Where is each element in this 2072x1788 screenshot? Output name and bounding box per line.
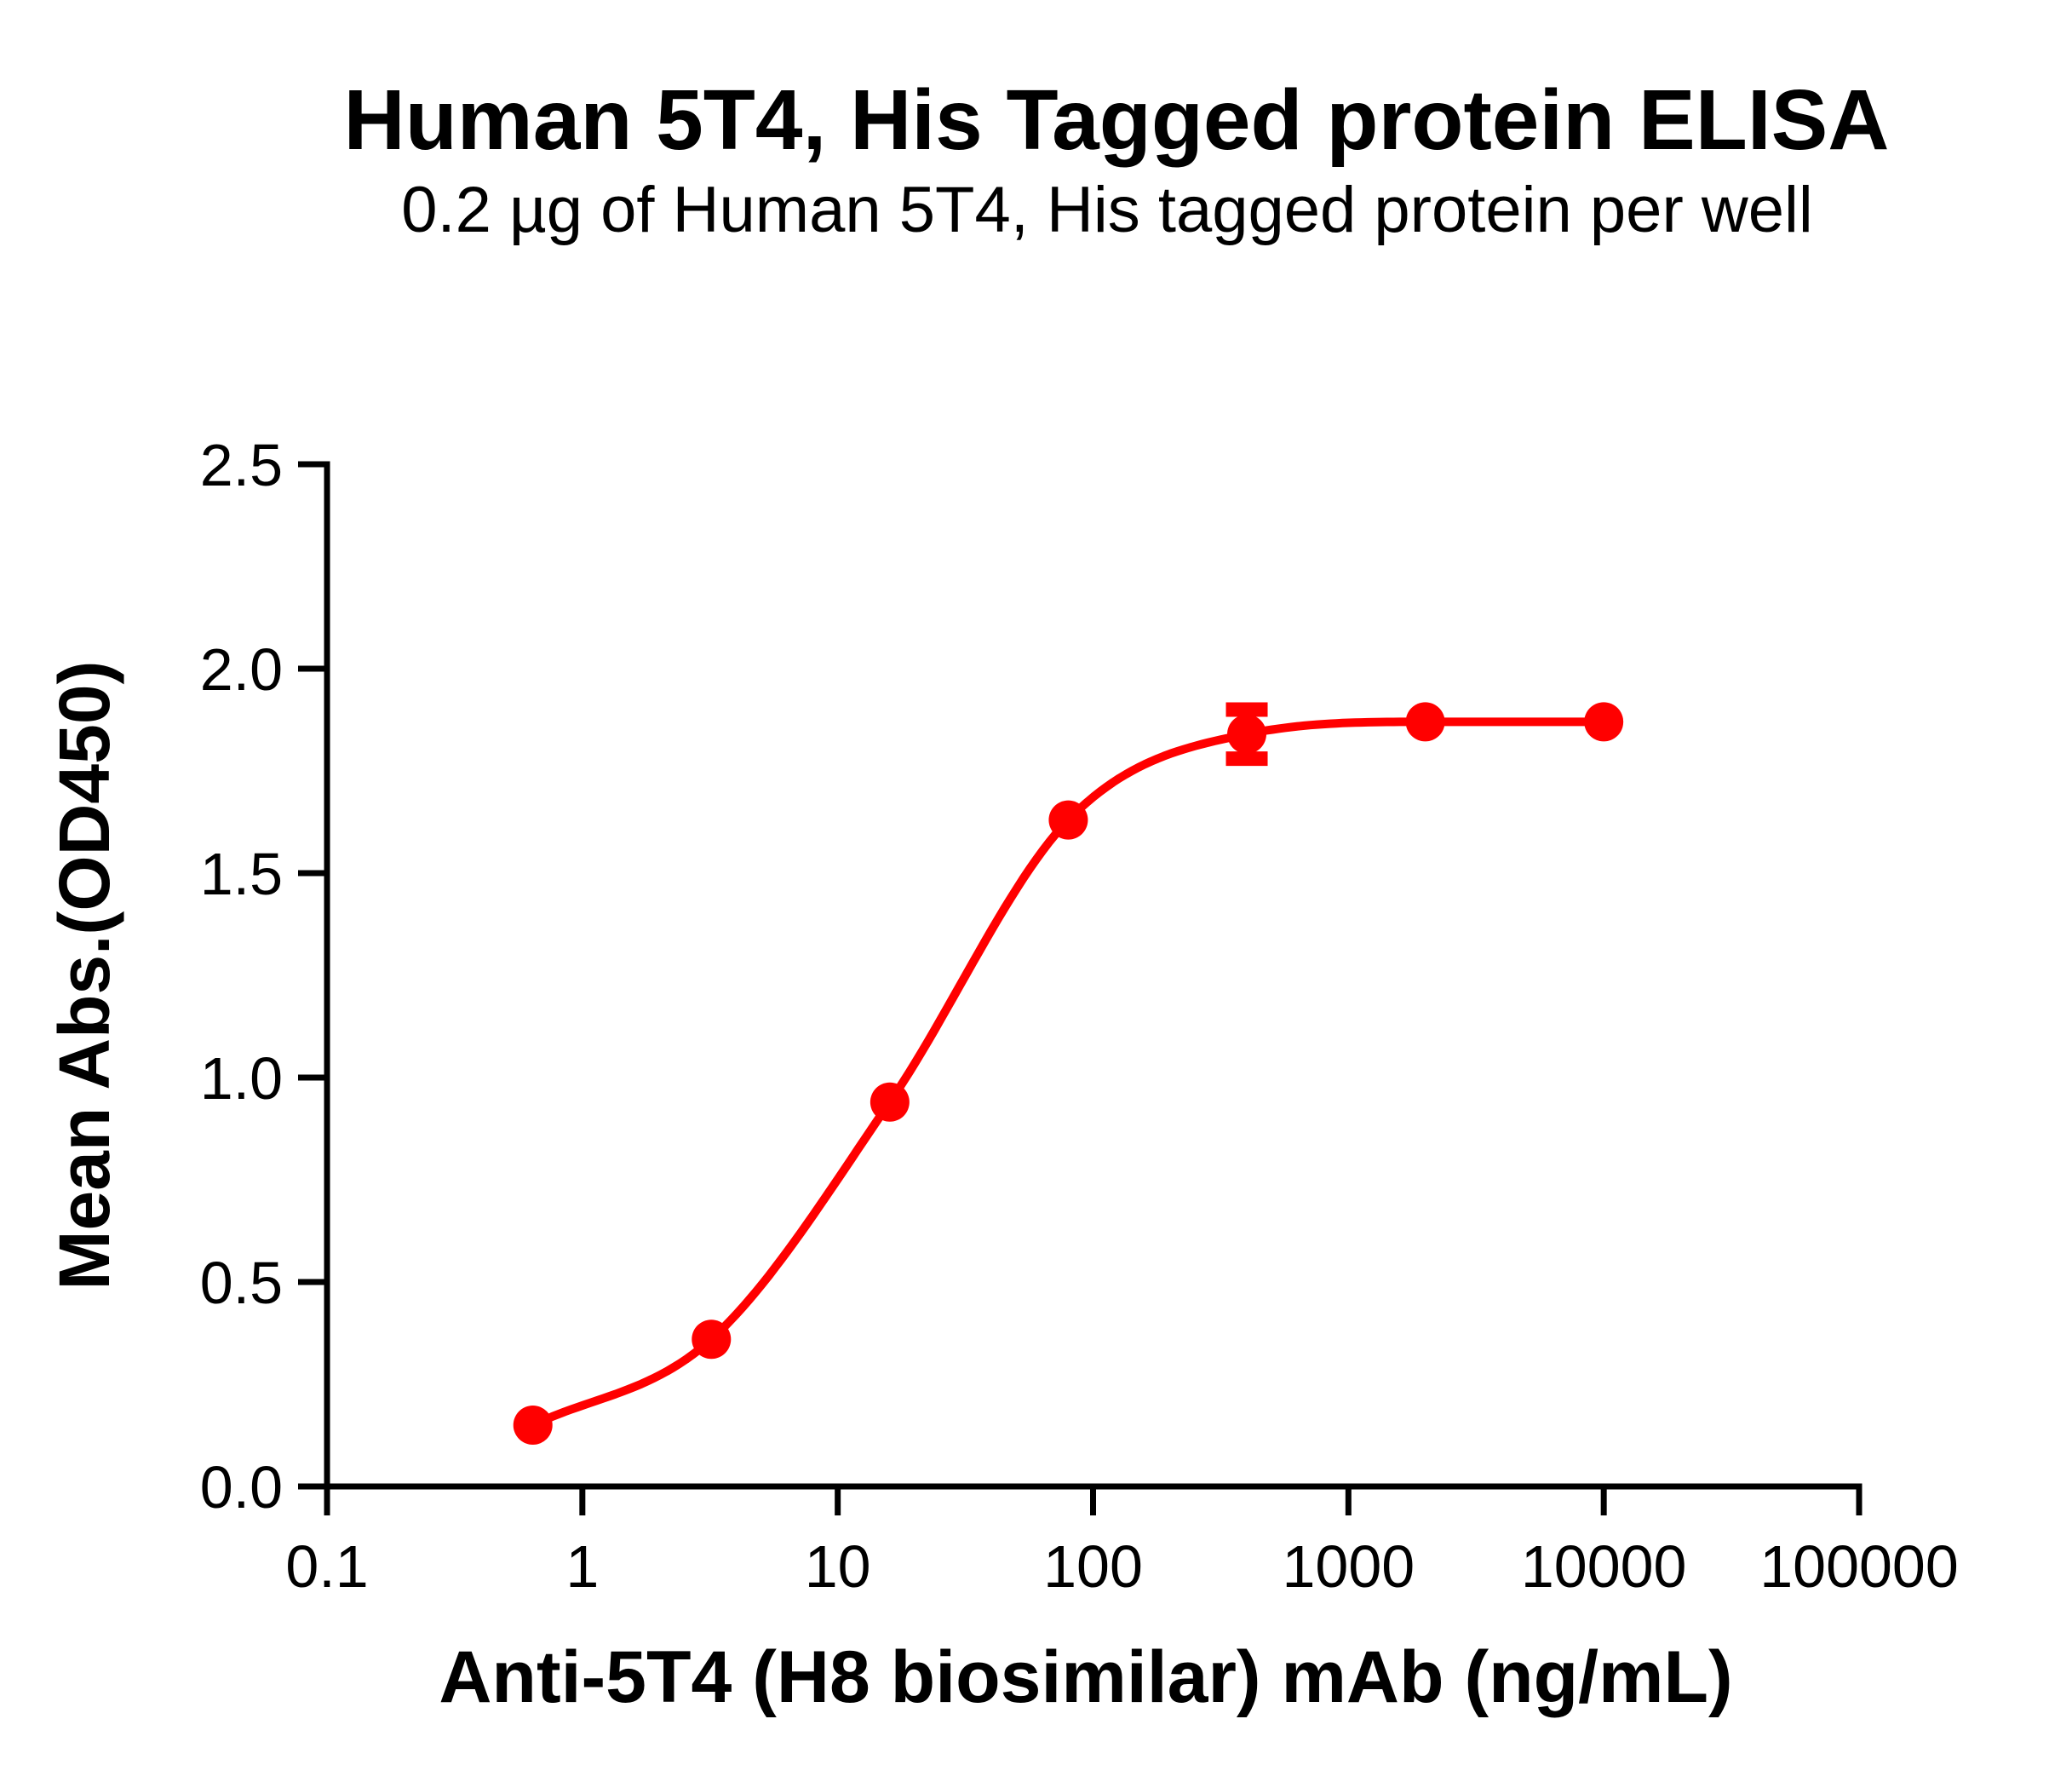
chart-header: Human 5T4, His Tagged protein ELISA 0.2 … (343, 72, 1889, 246)
x-tick-label: 100 (1043, 1533, 1143, 1600)
x-tick-label: 10000 (1521, 1533, 1687, 1600)
axes: 0.1 1 10 100 1000 10000 100000 0.0 0.5 1.0 1.5 2.0… (200, 432, 1959, 1600)
axis-lines (324, 461, 1863, 1490)
chart-title: Human 5T4, His Tagged protein ELISA (343, 72, 1889, 168)
chart-subtitle: 0.2 µg of Human 5T4, His tagged protein … (401, 174, 1813, 246)
y-axis-ticks: 0.0 0.5 1.0 1.5 2.0 2.5 (200, 432, 327, 1521)
data-point-marker (513, 1406, 553, 1445)
data-point-marker (692, 1319, 732, 1360)
y-tick-label: 2.0 (200, 636, 283, 703)
y-axis-label: Mean Abs.(OD450) (44, 660, 124, 1290)
y-tick-label: 2.5 (200, 432, 283, 498)
x-tick-label: 10 (805, 1533, 871, 1600)
x-axis-label: Anti-5T4 (H8 biosimilar) mAb (ng/mL) (439, 1636, 1732, 1718)
data-point-marker (1584, 702, 1624, 742)
x-tick-label: 1000 (1282, 1533, 1415, 1600)
data-point-marker (870, 1082, 910, 1122)
data-point-marker (1405, 702, 1445, 742)
y-tick-label: 1.5 (200, 841, 283, 907)
y-tick-label: 1.0 (200, 1045, 283, 1112)
x-tick-label: 1 (565, 1533, 599, 1600)
x-tick-label: 100000 (1759, 1533, 1959, 1600)
y-tick-label: 0.5 (200, 1250, 283, 1316)
data-point-marker (1048, 800, 1088, 840)
data-point-marker (1227, 714, 1267, 754)
y-tick-label: 0.0 (200, 1454, 283, 1521)
data-series (513, 702, 1624, 1445)
x-axis-ticks: 0.1 1 10 100 1000 10000 100000 (285, 1486, 1959, 1600)
x-tick-label: 0.1 (285, 1533, 368, 1600)
